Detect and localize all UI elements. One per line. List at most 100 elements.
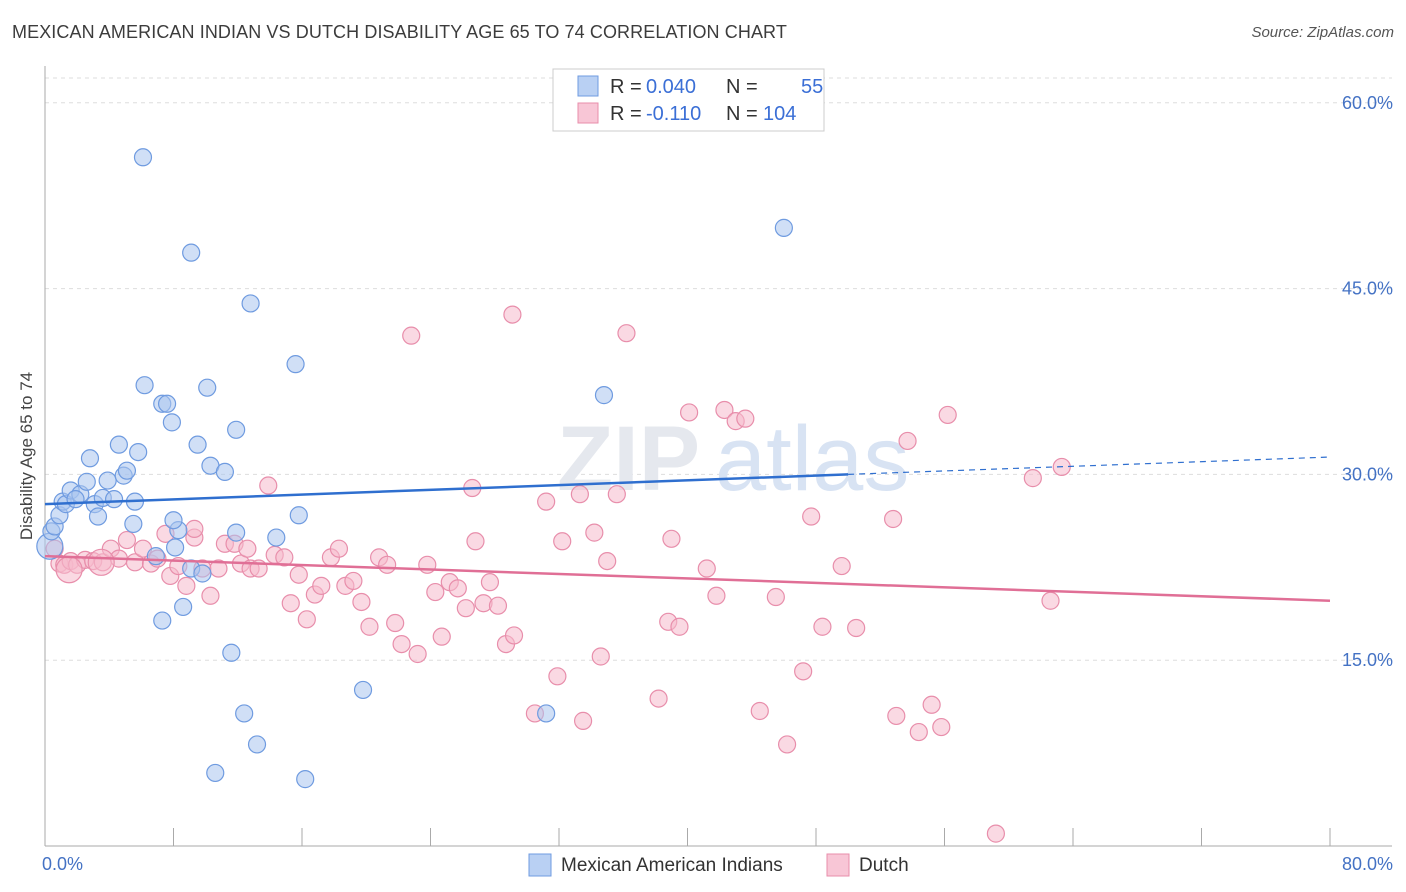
dutch-point [312,576,331,595]
x-tick-label-max: 80.0% [1342,854,1393,874]
trend-lines [44,456,1331,602]
mexican-american-indian-point [182,243,201,262]
dutch-points [45,305,1071,843]
dutch-point [585,523,604,542]
mexican-american-indian-point [104,490,124,509]
y-tick-label-45: 45.0% [1342,279,1393,299]
dutch-point [426,582,445,602]
legend-swatch-blue [577,75,599,97]
dutch-point [281,594,300,613]
dutch-point [378,555,397,574]
dutch-point [887,706,906,726]
dutch-point [503,305,522,324]
dutch-point [448,579,467,598]
dutch-point [185,519,204,538]
mexican-american-indian-point [174,597,193,617]
dutch-point [537,492,556,511]
dutch-point [649,689,668,708]
legend-r-label-blue: R = [610,76,642,98]
mexican-american-indian-point [166,538,185,557]
mexican-american-indian-point [235,704,254,723]
mexican-american-indian-point [135,376,154,395]
dutch-point [466,532,485,551]
dutch-point [55,556,83,584]
mexican-american-indian-point [77,472,96,491]
mexican-american-indian-point [594,386,614,405]
dutch-point [707,586,726,605]
trend-line-dutch [44,554,1331,602]
legend-r-label-pink: R = [610,103,642,125]
dutch-point [87,548,115,576]
x-tick-label-min: 0.0% [42,854,83,874]
dutch-point [329,539,349,558]
mexican-american-indian-point [774,218,793,237]
trend-line-mexican-american-indians [44,473,849,506]
dutch-point [344,571,363,591]
legend-swatch-pink [577,102,599,124]
dutch-point [922,695,941,714]
mexican-american-indian-point [198,378,217,397]
mexican-american-indian-point [98,471,117,490]
dutch-point [697,559,716,578]
dutch-point [813,617,832,636]
mexican-american-indian-point [247,735,267,754]
dutch-point [402,326,421,345]
mexican-american-indian-point [215,462,234,482]
dutch-point [832,556,851,576]
dutch-point [177,576,196,595]
y-tick-label-15: 15.0% [1342,650,1393,670]
dutch-point [617,324,636,343]
dutch-point [766,587,785,607]
legend-n-label-blue: N = [726,76,758,98]
source-label: Source: ZipAtlas.com [1251,24,1394,41]
dutch-point [480,573,500,592]
dutch-point [715,400,734,420]
mexican-american-indian-point [289,506,308,525]
dutch-point [847,618,866,638]
bottom-legend-swatch-blue [528,853,552,877]
dutch-point [392,634,411,654]
mexican-american-indian-point [117,461,137,480]
dutch-point [794,662,813,681]
mexican-american-indian-point [133,148,153,167]
dutch-point [289,565,308,584]
mexican-american-indian-point [537,704,556,723]
bottom-legend-label-pink: Dutch [859,855,909,876]
dutch-point [1041,591,1060,610]
dutch-point [297,610,316,629]
mexican-american-indian-point [296,770,315,789]
legend-box: R = 0.040 N = 55 R = -0.110 N = 104 [552,68,825,132]
bottom-legend-swatch-pink [826,853,850,877]
dutch-point [456,599,475,618]
mexican-american-indian-point [129,442,148,462]
mexican-american-indian-point [286,355,305,374]
dutch-point [573,711,593,730]
dutch-point [553,532,572,551]
mexican-american-indian-point [153,611,172,630]
dutch-point [938,405,957,425]
mexican-american-indian-point [157,394,177,413]
mexican-american-indian-point [227,420,246,439]
legend-r-value-pink: -0.110 [646,103,701,125]
dutch-point [488,596,508,615]
mexican-american-indian-point [124,514,143,534]
legend-n-value-pink: 104 [763,103,796,125]
legend-n-value-blue: 55 [801,76,823,98]
dutch-point [432,627,451,646]
mexican-american-indian-point [109,435,128,454]
dutch-point [275,548,294,567]
dutch-point [408,644,427,664]
dutch-point [598,551,617,571]
dutch-point [680,403,699,422]
mexican-american-indian-point [146,547,165,566]
mexican-american-indian-point [206,763,225,783]
y-axis-tick-labels: 15.0% 30.0% 45.0% 60.0% [1342,93,1393,670]
dutch-point [386,613,405,633]
dutch-point [360,617,379,636]
mexican-american-indian-point [267,528,286,547]
dutch-point [201,586,220,605]
mexican-american-indian-point [66,490,85,509]
mexican-american-indian-point [80,449,100,468]
dutch-point [570,485,589,504]
